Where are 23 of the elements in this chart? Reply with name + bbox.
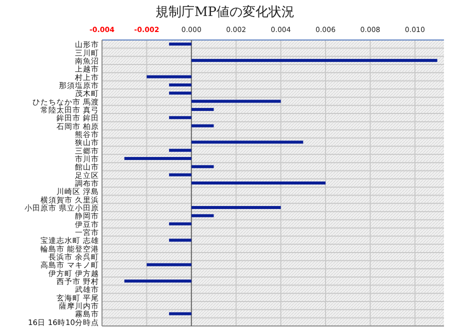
bar xyxy=(191,100,281,103)
bar xyxy=(191,214,214,218)
chart-title: 規制庁MP値の変化状況 xyxy=(155,4,295,20)
bar xyxy=(169,92,192,95)
bar xyxy=(191,108,214,111)
bar xyxy=(169,83,192,86)
bar xyxy=(191,165,214,168)
bar xyxy=(169,222,192,226)
bar xyxy=(191,58,438,62)
bar xyxy=(146,75,192,78)
bar xyxy=(146,263,192,266)
bar xyxy=(169,148,192,152)
bar xyxy=(191,206,281,210)
bar xyxy=(124,280,192,283)
bar xyxy=(169,42,192,46)
bar xyxy=(191,182,326,184)
bar xyxy=(191,140,304,144)
bar xyxy=(169,312,192,316)
bar xyxy=(169,116,192,120)
bar xyxy=(169,173,192,176)
bar xyxy=(191,124,214,128)
bar xyxy=(169,238,192,242)
bar xyxy=(124,156,192,160)
